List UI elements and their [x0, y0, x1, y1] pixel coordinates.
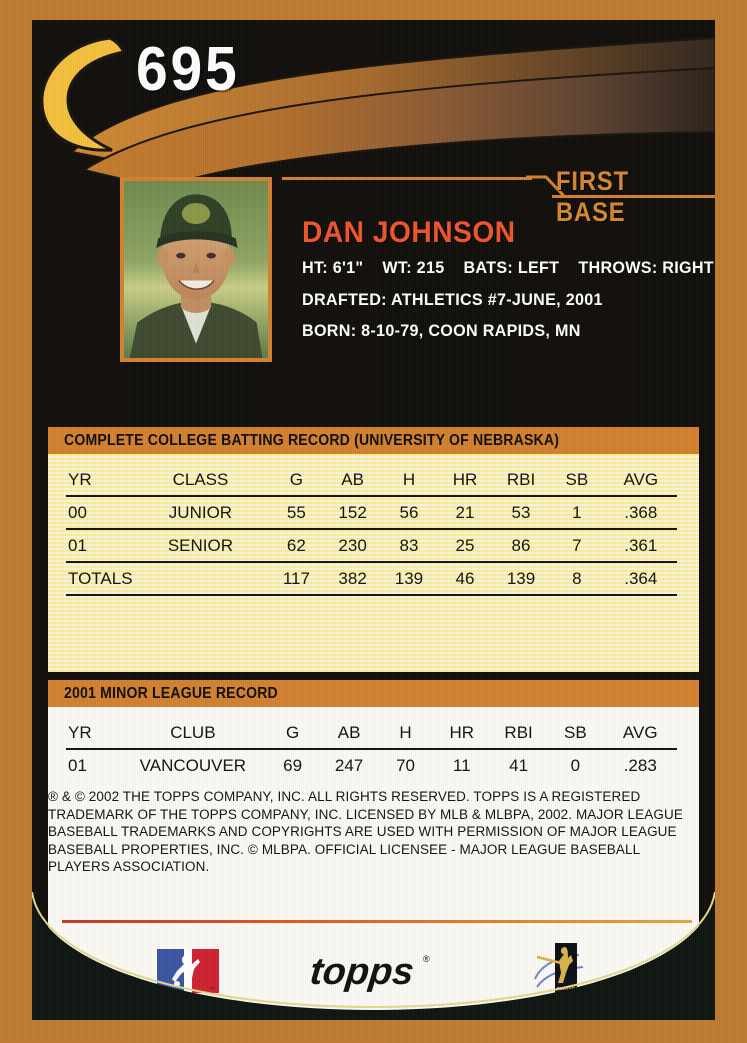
cell-h: 83	[399, 536, 419, 555]
cell-g: 55	[286, 503, 306, 522]
cell-rbi: 53	[511, 503, 531, 522]
cell-g: 69	[283, 756, 303, 775]
card-number: 695	[136, 35, 240, 104]
cell-class	[133, 562, 269, 595]
weight-value: WT: 215	[382, 258, 445, 277]
cell-sb: 1	[572, 503, 582, 522]
position-label: FIRST BASE	[556, 166, 630, 227]
topps-wordmark-text: topps	[311, 951, 416, 993]
cell-avg: .364	[624, 569, 658, 588]
col-header-avg: AVG	[623, 470, 659, 489]
col-header-avg: AVG	[622, 723, 658, 742]
college-section-header: COMPLETE COLLEGE BATTING RECORD (UNIVERS…	[48, 427, 699, 454]
divider-rule	[62, 920, 692, 923]
col-header-hr: HR	[452, 470, 478, 489]
cell-totals-label: TOTALS	[68, 569, 133, 588]
logo-row: ™ topps ® PLAYERS CHOICE ®	[32, 935, 715, 1007]
col-header-rbi: RBI	[504, 723, 533, 742]
cell-rbi: 86	[511, 536, 531, 555]
swoosh-graphic	[69, 36, 715, 190]
college-table-body: YR CLASS G AB H HR RBI SB AVG 00 JUNIOR …	[66, 464, 677, 595]
minor-stats-table: YR CLUB G AB H HR RBI SB AVG 01 VANCOUVE…	[66, 717, 677, 781]
player-name: DAN JOHNSON	[302, 216, 516, 249]
cell-club: VANCOUVER	[139, 756, 247, 775]
cell-rbi: 41	[509, 756, 529, 775]
cell-yr: 00	[68, 503, 87, 522]
height-value: HT: 6'1"	[302, 258, 364, 277]
cell-hr: 46	[455, 569, 475, 588]
minor-table-body: YR CLUB G AB H HR RBI SB AVG 01 VANCOUVE…	[66, 717, 677, 781]
cell-ab: 152	[338, 503, 367, 522]
col-header-h: H	[402, 470, 416, 489]
cell-yr: 01	[68, 536, 87, 555]
table-header-row: YR CLASS G AB H HR RBI SB AVG	[66, 464, 677, 496]
cell-sb: 0	[570, 756, 581, 775]
col-header-rbi: RBI	[506, 470, 536, 489]
card-body: 695 FIRST BASE	[32, 20, 715, 1020]
drafted-line: DRAFTED: ATHLETICS #7-JUNE, 2001	[302, 290, 603, 309]
cell-class: SENIOR	[167, 536, 234, 555]
college-stats-panel: YR CLASS G AB H HR RBI SB AVG 00 JUNIOR …	[48, 454, 699, 672]
col-header-yr: YR	[68, 723, 92, 742]
col-header-hr: HR	[449, 723, 475, 742]
svg-text:®: ®	[423, 954, 430, 964]
cell-ab: 230	[338, 536, 367, 555]
cell-hr: 11	[452, 756, 471, 775]
svg-text:™: ™	[209, 986, 215, 993]
table-row: 01 SENIOR 62 230 83 25 86 7 .361	[66, 529, 677, 562]
cell-sb: 8	[572, 569, 582, 588]
minor-section-header: 2001 MINOR LEAGUE RECORD	[48, 680, 699, 707]
position-diagonal-connector	[526, 175, 566, 198]
cell-h: 70	[396, 756, 415, 775]
college-stats-table: YR CLASS G AB H HR RBI SB AVG 00 JUNIOR …	[66, 464, 677, 596]
copyright-text: ® & © 2002 THE TOPPS COMPANY, INC. ALL R…	[48, 789, 683, 874]
cell-class: JUNIOR	[168, 503, 233, 522]
col-header-g: G	[289, 470, 303, 489]
cell-g: 62	[286, 536, 306, 555]
bats-value: BATS: LEFT	[463, 258, 560, 277]
player-vitals-line: HT: 6'1" WT: 215 BATS: LEFT THROWS: RIGHT	[302, 258, 715, 278]
col-header-yr: YR	[68, 470, 92, 489]
col-header-club: CLUB	[170, 723, 216, 742]
col-header-ab: AB	[341, 470, 364, 489]
cell-ab: 382	[338, 569, 367, 588]
col-header-sb: SB	[565, 470, 589, 489]
cell-g: 117	[282, 569, 310, 588]
position-underline	[552, 195, 715, 198]
crescent-icon	[40, 36, 127, 152]
throws-value: THROWS: RIGHT	[578, 258, 714, 277]
mlbpa-players-choice-logo-icon: PLAYERS CHOICE ®	[533, 943, 585, 995]
born-line: BORN: 8-10-79, COON RAPIDS, MN	[302, 321, 581, 340]
cell-avg: .283	[623, 756, 657, 775]
col-header-h: H	[399, 723, 412, 742]
cell-ab: 247	[334, 756, 364, 775]
cell-h: 56	[399, 503, 419, 522]
cell-hr: 21	[455, 503, 475, 522]
minor-stats-panel: YR CLUB G AB H HR RBI SB AVG 01 VANCOUVE…	[48, 707, 699, 802]
col-header-ab: AB	[337, 723, 361, 742]
mlb-logo-icon: ™	[156, 949, 219, 993]
cell-h: 139	[394, 569, 424, 588]
table-row: 00 JUNIOR 55 152 56 21 53 1 .368	[66, 496, 677, 529]
player-photo	[120, 177, 272, 362]
col-header-sb: SB	[563, 723, 587, 742]
svg-text:PLAYERS: PLAYERS	[557, 986, 578, 991]
cell-sb: 7	[572, 536, 582, 555]
cell-hr: 25	[455, 536, 475, 555]
header-swoosh-area: 695	[32, 20, 715, 195]
cell-avg: .361	[624, 536, 658, 555]
table-header-row: YR CLUB G AB H HR RBI SB AVG	[66, 717, 677, 749]
col-header-class: CLASS	[172, 470, 229, 489]
topps-logo-icon: topps ®	[311, 951, 430, 993]
position-rule	[282, 177, 532, 180]
col-header-g: G	[286, 723, 300, 742]
player-portrait-image	[124, 181, 268, 358]
cell-avg: .368	[624, 503, 658, 522]
bottom-curve-graphic	[32, 891, 715, 1020]
table-row: 01 VANCOUVER 69 247 70 11 41 0 .283	[66, 749, 677, 781]
cell-rbi: 139	[506, 569, 536, 588]
table-totals-row: TOTALS 117 382 139 46 139 8 .364	[66, 562, 677, 595]
cell-yr: 01	[68, 756, 87, 775]
